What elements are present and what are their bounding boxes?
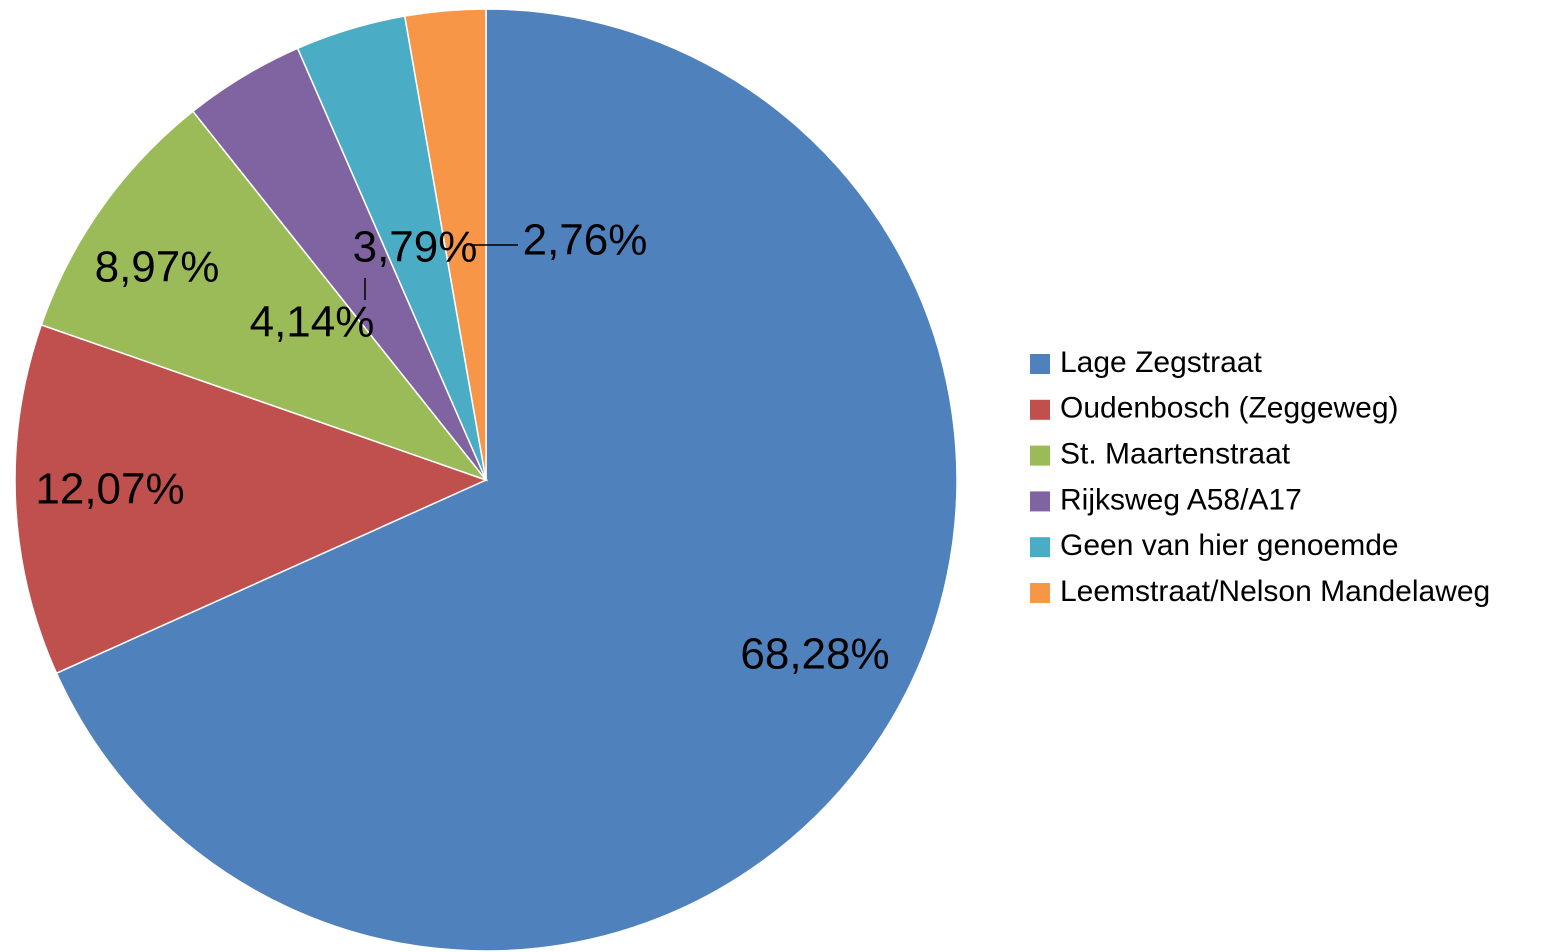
data-label: 12,07% [35, 465, 184, 514]
slice [40, 110, 489, 482]
legend-swatch [1030, 399, 1050, 420]
legend-swatch [1030, 583, 1050, 603]
legend-swatch [1030, 491, 1050, 512]
labels: 68,28% 12,07% 8,97% 4,14% 3,79% 2,76% [35, 216, 889, 679]
legend-label: Geen van hier genoemde [1060, 529, 1399, 562]
slice [55, 8, 958, 952]
legend-label: Leemstraat/Nelson Mandelaweg [1060, 575, 1490, 608]
legend-label: St. Maartenstraat [1060, 438, 1291, 471]
slices [14, 8, 958, 952]
legend-label: Lage Zegstraat [1060, 346, 1262, 379]
legend: Lage Zegstraat Oudenbosch (Zeggeweg) St. M… [1030, 346, 1490, 608]
legend-label: Rijksweg A58/A17 [1060, 483, 1302, 516]
legend-swatch [1030, 354, 1050, 374]
slice [14, 323, 489, 675]
legend-swatch [1030, 537, 1050, 558]
data-label: 68,28% [740, 630, 889, 679]
data-label: 2,76% [523, 216, 648, 265]
legend-swatch [1030, 445, 1050, 466]
data-label: 8,97% [95, 243, 220, 292]
slice [403, 8, 487, 481]
data-label: 4,14% [250, 298, 375, 347]
legend-label: Oudenbosch (Zeggeweg) [1060, 392, 1399, 425]
data-label: 3,79% [353, 223, 478, 272]
